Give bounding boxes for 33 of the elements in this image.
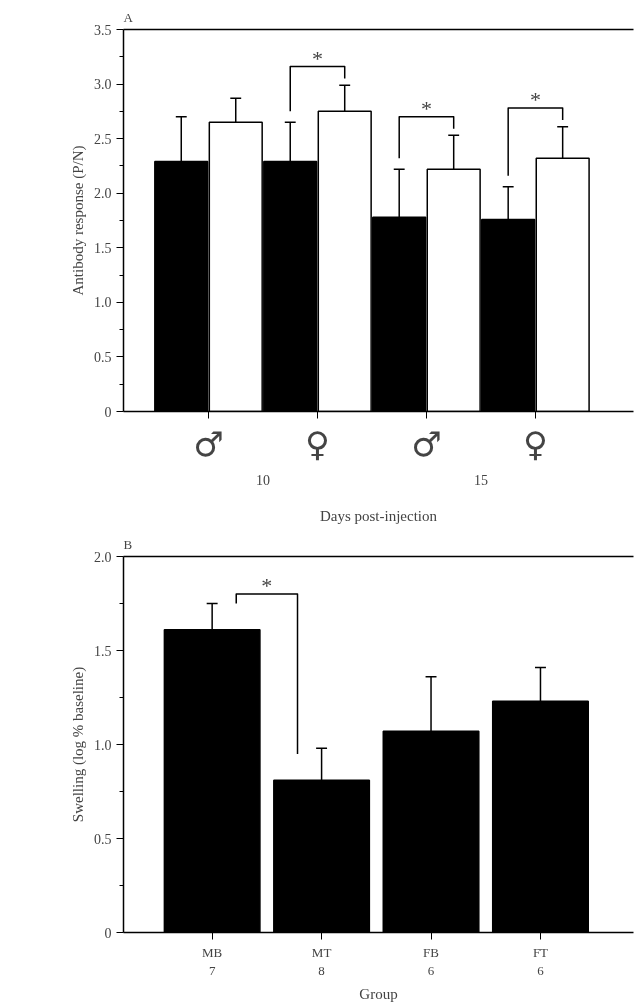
chart-title: B (123, 536, 133, 552)
y-tick-label: 3.0 (94, 77, 112, 93)
x-tick-label: FB 6 (423, 944, 440, 978)
y-tick-label: 0 (104, 925, 112, 941)
annotation: * (420, 95, 432, 121)
annotation: * (261, 573, 273, 599)
y-axis-title: Swelling (log % baseline) (70, 666, 87, 823)
x-tick-label: ♀ (522, 423, 548, 464)
text: 10 (255, 472, 270, 488)
chart-title: A (123, 9, 134, 25)
x-tick-label: ♂ (411, 423, 442, 464)
y-tick-label: 3.5 (94, 22, 112, 38)
y-tick-label: 1.5 (94, 643, 112, 659)
x-tick-label: ♂ (193, 423, 224, 464)
annotation: * (311, 45, 323, 71)
y-tick-label: 0.5 (94, 831, 112, 847)
x-tick-label: MB 7 (202, 944, 223, 978)
y-tick-label: 0.5 (94, 349, 112, 365)
y-tick-label: 2.0 (94, 186, 112, 202)
x-axis-title: Group (359, 985, 398, 1002)
x-tick-label: MT 8 (311, 944, 332, 978)
y-tick-label: 1.0 (94, 295, 112, 311)
x-tick-label: FT 6 (532, 944, 549, 978)
x-axis-title: Days post-injection (319, 507, 438, 524)
y-axis-title: Antibody response (P/N) (70, 145, 87, 296)
y-tick-label: 1.5 (94, 240, 112, 256)
x-tick-label: ♀ (305, 423, 330, 464)
annotation: * (529, 87, 541, 113)
y-tick-label: 2.0 (94, 549, 112, 565)
y-tick-label: 2.5 (94, 131, 112, 147)
y-tick-label: 1.0 (94, 737, 112, 753)
text: 15 (473, 472, 488, 488)
y-tick-label: 0 (104, 404, 112, 420)
